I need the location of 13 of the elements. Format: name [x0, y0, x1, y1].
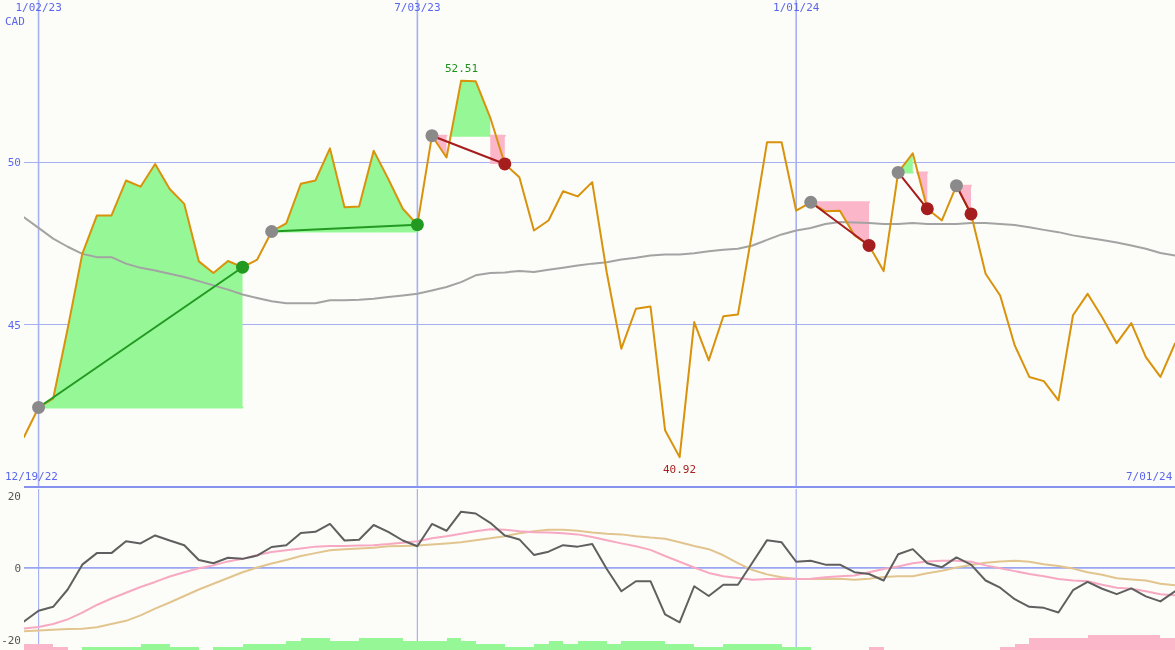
y-tick-label: -20 [1, 633, 21, 647]
annotation: 12/19/22 [5, 470, 58, 483]
y-axis-title: CAD [5, 15, 25, 28]
x-tick-label: 1/02/23 [15, 0, 62, 14]
y-tick-label: 20 [7, 489, 21, 503]
annotation: 7/01/24 [1126, 470, 1173, 483]
y-tick-label: 0 [14, 561, 21, 575]
x-tick-label: 1/01/24 [773, 0, 820, 14]
y-tick-label: 45 [7, 318, 21, 332]
y-tick-label: 50 [7, 156, 21, 170]
x-tick-label: 7/03/23 [394, 0, 441, 14]
annotation: 40.92 [663, 463, 697, 476]
annotation: 52.51 [445, 62, 479, 75]
